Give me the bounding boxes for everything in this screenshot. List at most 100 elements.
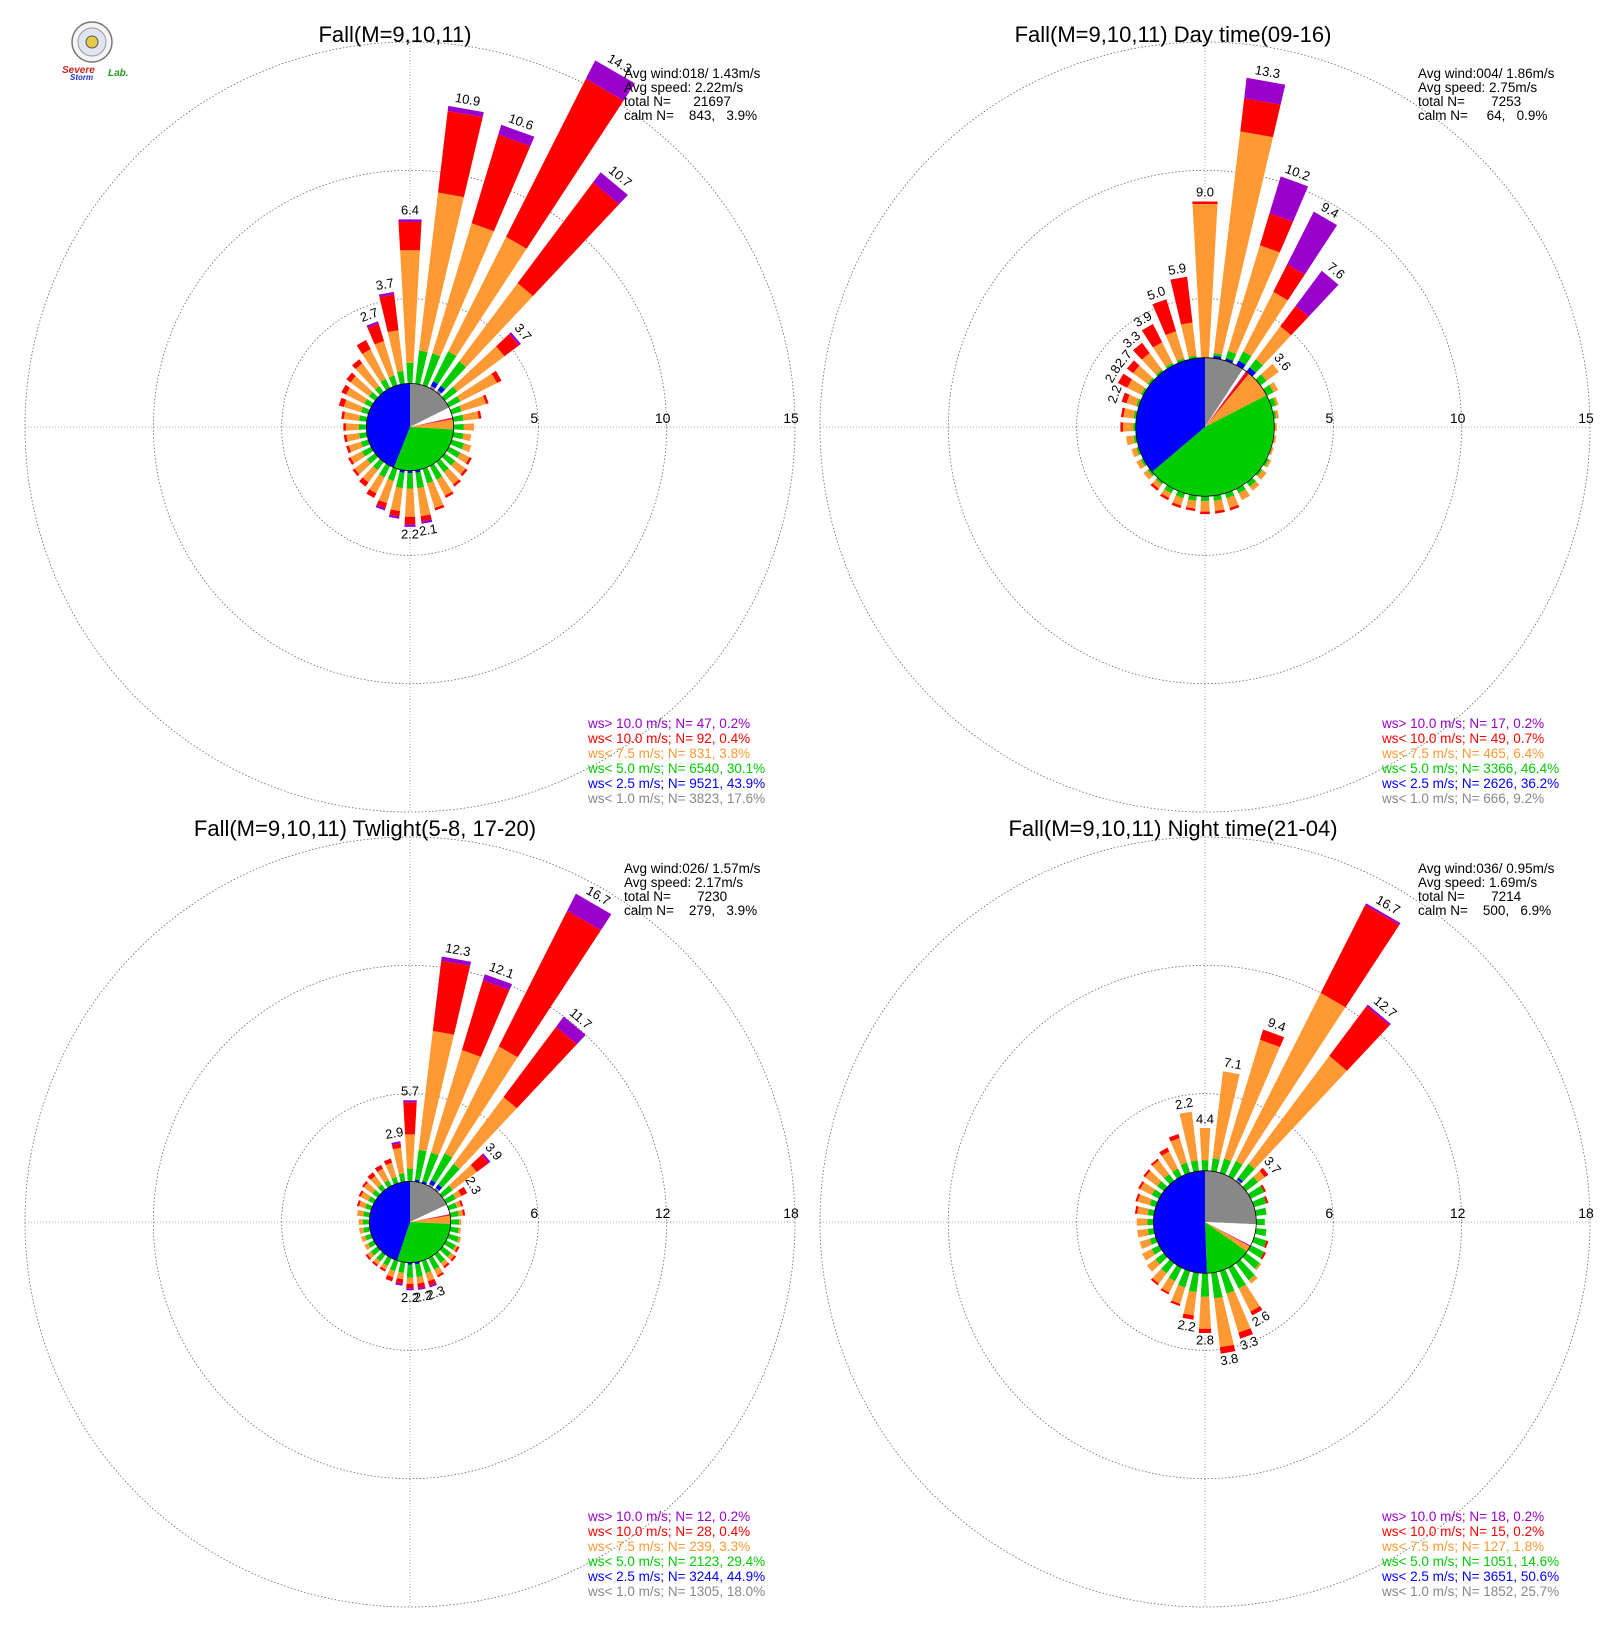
bar-dir-30-over-10 xyxy=(585,60,635,101)
bar-dir-130-under-7-5 xyxy=(1254,1263,1262,1271)
bar-dir-50-under-10 xyxy=(470,1154,489,1172)
bar-dir-290-under-5 xyxy=(365,1203,373,1211)
bar-dir-320-under-7-5 xyxy=(355,363,380,390)
bar-dir-70-under-7-5 xyxy=(1273,396,1279,406)
bar-dir-90-under-7-5 xyxy=(1274,423,1277,431)
bar-label-dir-350: 2.9 xyxy=(384,1124,404,1142)
bar-dir-280-under-7-5 xyxy=(343,411,360,421)
bar-dir-150-under-7-5 xyxy=(1238,489,1250,501)
bar-dir-310-under-5 xyxy=(1147,377,1155,386)
bar-dir-170-under-10 xyxy=(420,514,432,522)
bar-dir-220-under-7-5 xyxy=(1152,479,1162,489)
pie-outline xyxy=(1135,357,1275,497)
legend-entry-under-7-5: ws< 7.5 m/s; N= 239, 3.3% xyxy=(587,1539,750,1554)
bar-dir-50-under-7-5 xyxy=(1261,363,1279,381)
bar-dir-180-under-5 xyxy=(1200,496,1210,502)
bar-dir-120-under-7-5 xyxy=(453,1245,458,1252)
pie-under-7-5 xyxy=(410,419,454,430)
bar-dir-350-over-10 xyxy=(391,1141,401,1145)
bar-dir-260-under-5 xyxy=(1147,1228,1155,1236)
bar-dir-10-under-7-5 xyxy=(1213,131,1273,355)
bar-dir-290-under-7-5 xyxy=(343,399,363,413)
total-n: total N= 7230 xyxy=(624,889,727,904)
total-n: total N= 7214 xyxy=(1418,889,1522,904)
bar-dir-260-under-7-5 xyxy=(346,433,360,442)
bar-dir-20-over-10 xyxy=(498,124,535,147)
bar-dir-40-under-10 xyxy=(1280,305,1309,336)
ring-3 xyxy=(24,41,796,813)
bar-label-dir-350: 2.2 xyxy=(1174,1095,1194,1113)
bar-dir-350-under-5 xyxy=(397,370,405,385)
pie-under-1 xyxy=(1205,1170,1257,1225)
bar-dir-20-under-10 xyxy=(1260,1029,1285,1047)
legend-entry-under-5: ws< 5.0 m/s; N= 3366, 46.4% xyxy=(1381,761,1559,776)
bar-dir-20-under-5 xyxy=(422,1152,439,1183)
bar-dir-160-under-10 xyxy=(1238,1328,1253,1339)
calm-n: calm N= 500, 6.9% xyxy=(1418,903,1551,918)
bar-dir-30-under-5 xyxy=(433,351,457,384)
bar-dir-40-under-1 xyxy=(434,1187,440,1193)
bar-dir-270-under-5 xyxy=(358,424,367,430)
bar-dir-190-over-10 xyxy=(388,514,400,519)
bar-dir-210-under-5 xyxy=(379,463,391,478)
bar-label-dir-180: 2.2 xyxy=(401,527,419,542)
bar-dir-70-under-10 xyxy=(483,394,489,404)
bar-dir-60-under-5 xyxy=(444,1193,456,1204)
bar-dir-320-under-5 xyxy=(377,1184,386,1193)
bar-dir-230-under-7-5 xyxy=(1146,1259,1160,1272)
bar-dir-310-under-10 xyxy=(1126,360,1140,374)
bar-dir-170-under-7-5 xyxy=(417,487,431,517)
bar-dir-220-under-5 xyxy=(1161,1259,1175,1274)
bar-dir-280-under-5 xyxy=(359,415,368,422)
bar-dir-30-over-10 xyxy=(1365,903,1401,925)
bar-dir-10-under-10 xyxy=(432,960,471,1035)
bar-dir-0-under-10 xyxy=(398,222,422,251)
ring-2 xyxy=(947,964,1463,1480)
bar-label-dir-290: 2.2 xyxy=(1104,383,1124,405)
bar-dir-110-under-7-5 xyxy=(1268,447,1274,456)
bar-dir-40-under-2-5 xyxy=(1246,367,1256,377)
bar-dir-140-under-5 xyxy=(1235,1259,1255,1281)
bar-dir-110-under-5 xyxy=(450,439,465,450)
center-pie xyxy=(368,1180,452,1264)
bar-dir-270-under-7-5 xyxy=(1136,1218,1148,1226)
bar-dir-180-under-7-5 xyxy=(1200,501,1210,512)
bar-dir-30-over-10 xyxy=(567,893,612,931)
bar-dir-160-under-10 xyxy=(427,1279,437,1286)
bar-dir-210-under-5 xyxy=(1168,1265,1182,1282)
pie-under-10 xyxy=(410,1214,451,1222)
ring-label-1: 5 xyxy=(530,410,538,426)
bar-dir-180-under-5 xyxy=(406,1264,414,1278)
bar-dir-260-under-5 xyxy=(363,1226,371,1233)
bar-dir-150-under-5 xyxy=(1228,1265,1246,1289)
bar-dir-140-under-5 xyxy=(1246,477,1256,487)
pie-under-7-5 xyxy=(1205,373,1267,427)
bar-dir-180-under-7-5 xyxy=(1199,1296,1211,1329)
bar-dir-150-under-5 xyxy=(428,1256,440,1270)
bar-dir-250-under-7-5 xyxy=(360,1235,367,1243)
bar-dir-40-under-7-5 xyxy=(459,283,533,368)
ring-3 xyxy=(819,41,1591,813)
bar-dir-100-under-5 xyxy=(452,432,464,440)
bar-dir-340-under-5 xyxy=(388,375,398,387)
bar-dir-10-under-7-5 xyxy=(419,192,464,352)
bar-dir-240-under-5 xyxy=(361,446,374,457)
bar-dir-220-under-7-5 xyxy=(1152,1268,1167,1284)
bar-dir-290-under-10 xyxy=(1135,1193,1141,1202)
bar-dir-90-under-5 xyxy=(1256,1218,1265,1226)
bar-dir-180-under-7-5 xyxy=(405,488,415,517)
bar-dir-50-under-10 xyxy=(496,333,519,357)
bar-dir-160-under-7-5 xyxy=(1226,495,1239,509)
bar-dir-120-under-10 xyxy=(454,1246,460,1253)
bar-dir-40-under-1 xyxy=(436,390,442,396)
bar-dir-320-under-10 xyxy=(367,1172,376,1180)
bar-dir-140-under-7-5 xyxy=(443,468,460,485)
bar-dir-30-under-5 xyxy=(1228,1160,1243,1179)
bar-label-dir-0: 6.4 xyxy=(401,203,419,218)
avg-speed: Avg speed: 2.22m/s xyxy=(624,80,743,95)
bar-dir-30-under-7-5 xyxy=(1235,992,1346,1165)
bar-dir-20-under-7-5 xyxy=(431,1050,481,1156)
bar-dir-290-under-5 xyxy=(1136,398,1142,407)
bar-dir-190-under-5 xyxy=(1188,494,1197,501)
legend-entry-under-10: ws< 10.0 m/s; N= 15, 0.2% xyxy=(1381,1524,1544,1539)
